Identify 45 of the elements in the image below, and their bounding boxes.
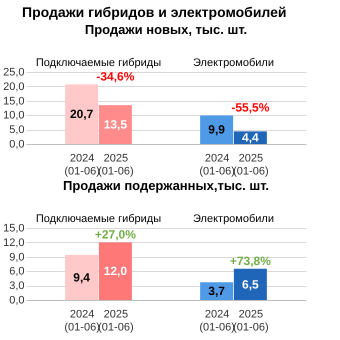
bar <box>200 115 234 144</box>
data-label: 12,0 <box>104 264 128 278</box>
y-tick-label: 15,0 <box>3 222 24 234</box>
y-tick-label: 10,0 <box>3 110 24 122</box>
data-label: 9,4 <box>73 270 90 284</box>
x-tick-label: 2024 (01-06) <box>199 308 235 334</box>
text: Электромобили <box>193 213 274 225</box>
x-tick-label: 2025 (01-06) <box>233 308 269 334</box>
chart-subtitle: Продажи подержанных,тыс. шт. <box>62 178 270 193</box>
bar <box>98 242 132 300</box>
y-tick-label: 15,0 <box>3 95 24 108</box>
x-tick-label: 2024 (01-06) <box>64 152 100 178</box>
x-tick-label: 2024 (01-06) <box>64 308 100 334</box>
text: Подключаемые гибриды <box>36 213 162 225</box>
data-label: 9,9 <box>208 122 226 137</box>
y-tick-label: 25,0 <box>3 66 24 78</box>
annotation: +73,8% <box>230 254 272 268</box>
y-tick-label: 20,0 <box>3 80 24 93</box>
data-label: 20,7 <box>70 107 94 122</box>
bar <box>234 268 267 300</box>
y-tick-label: 3,0 <box>9 280 24 292</box>
data-label: 3,7 <box>208 284 226 298</box>
y-tick-label: 9,0 <box>9 251 24 264</box>
data-label: 13,5 <box>104 118 128 132</box>
x-tick-label: 2025 (01-06) <box>233 152 269 178</box>
text: Подключаемые гибриды <box>36 57 162 69</box>
chart-subtitle: Продажи новых, тыс. шт. <box>84 22 248 37</box>
x-tick-label: 2024 (01-06) <box>199 152 235 178</box>
y-tick-label: 0,0 <box>9 138 24 150</box>
text: Электромобили <box>193 57 274 69</box>
data-label: 6,5 <box>242 277 260 292</box>
bar <box>65 254 98 300</box>
annotation: +27,0% <box>94 227 136 242</box>
bar <box>98 105 132 144</box>
y-tick-label: 5,0 <box>9 124 24 136</box>
chart-title: Продажи гибридов и электромобилей <box>22 4 287 20</box>
bar <box>65 84 98 144</box>
data-label: 4,4 <box>242 130 260 145</box>
annotation: -55,5% <box>231 100 270 114</box>
x-tick-label: 2025 (01-06) <box>98 152 134 178</box>
x-tick-label: 2025 (01-06) <box>98 308 134 334</box>
y-tick-label: 12,0 <box>3 236 24 249</box>
annotation: -34,6% <box>96 69 135 84</box>
y-tick-label: 6,0 <box>9 266 24 278</box>
y-tick-label: 0,0 <box>9 294 24 306</box>
